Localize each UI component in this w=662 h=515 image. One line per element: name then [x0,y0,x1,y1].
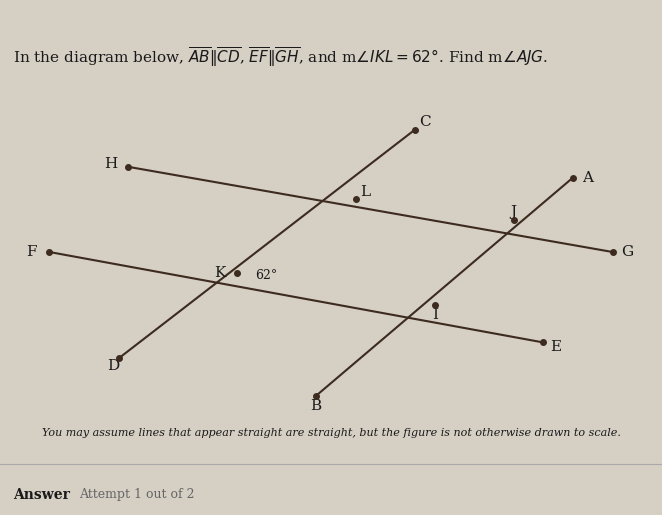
Text: Attempt 1 out of 2: Attempt 1 out of 2 [79,488,195,501]
Text: In the diagram below, $\overline{AB} \| \overline{CD}$, $\overline{EF} \| \overl: In the diagram below, $\overline{AB} \| … [13,45,548,68]
Text: H: H [104,157,117,171]
Text: E: E [549,340,561,354]
Text: C: C [419,115,431,129]
Text: D: D [107,359,120,373]
Text: 62°: 62° [255,269,277,282]
Text: K: K [214,266,225,280]
Text: Answer: Answer [13,488,70,502]
Text: F: F [26,245,37,259]
Text: B: B [310,399,322,414]
Text: J: J [510,205,517,219]
Text: You may assume lines that appear straight are straight, but the figure is not ot: You may assume lines that appear straigh… [42,428,620,438]
Text: G: G [622,245,634,259]
Text: L: L [361,185,371,199]
Text: I: I [432,308,438,322]
Text: A: A [583,170,593,184]
